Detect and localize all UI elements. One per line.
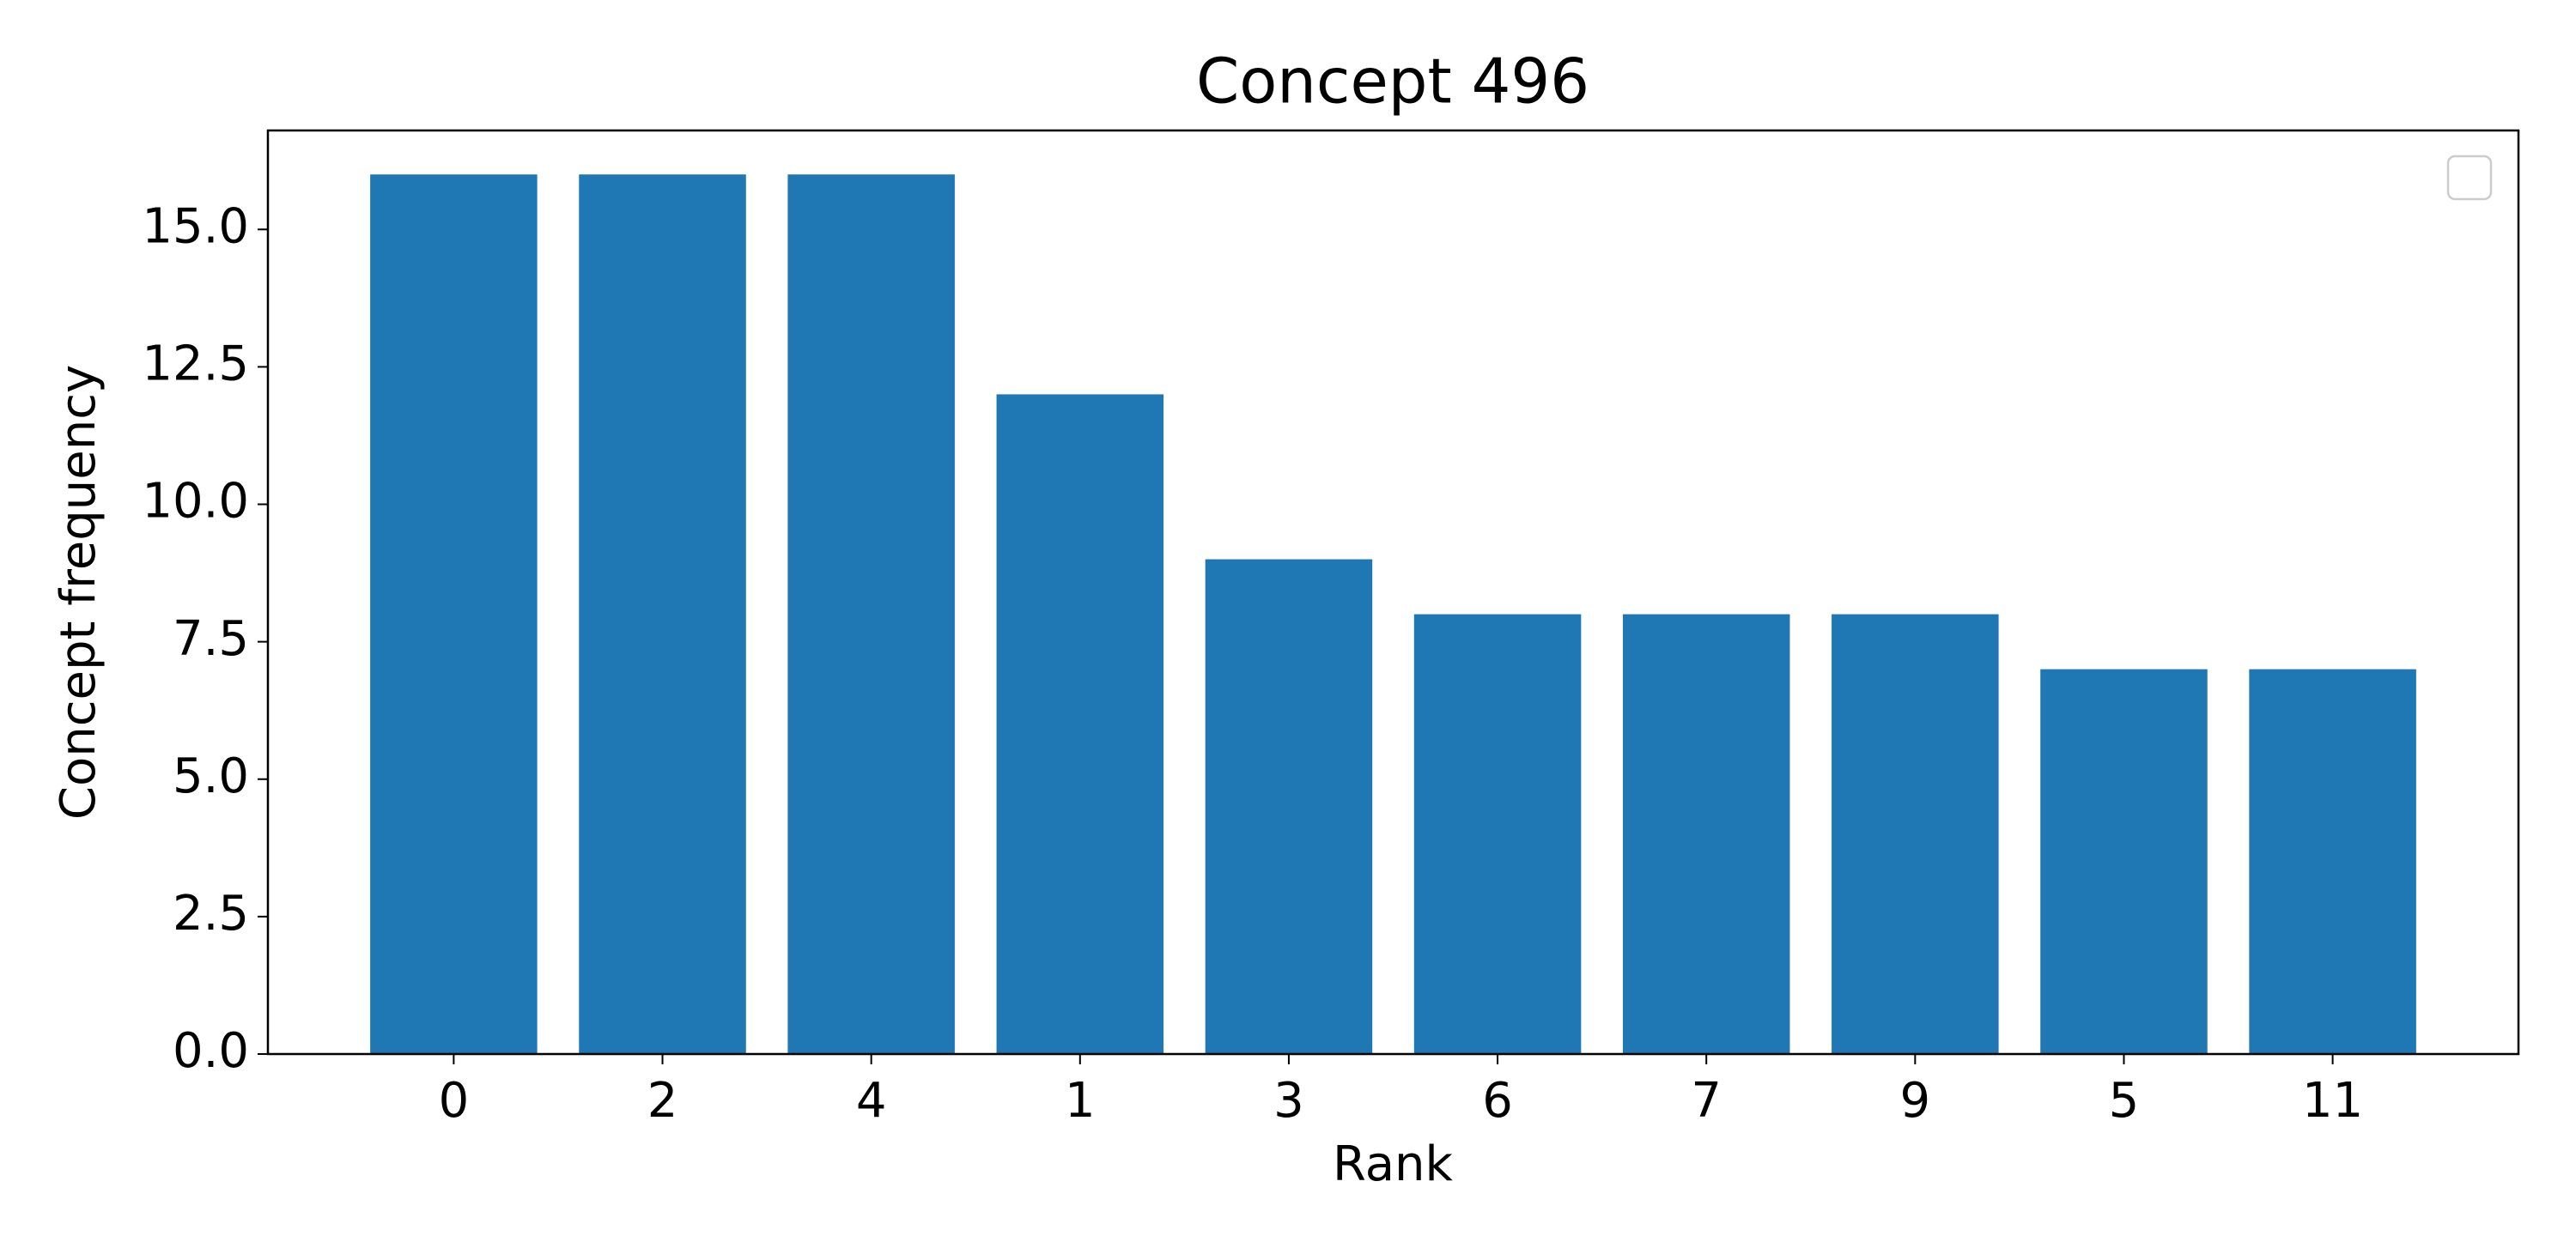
bar [1205,559,1373,1054]
axes-frame [266,129,2520,1056]
bar [2249,669,2416,1054]
bar [1413,614,1582,1054]
bar [996,394,1164,1054]
bar [579,174,746,1055]
y-tick-label: 2.5 [173,886,249,942]
x-tick-label: 3 [1273,1073,1304,1129]
x-tick-label: 1 [1065,1073,1096,1129]
x-tick-label: 7 [1691,1073,1722,1129]
x-tick-label: 4 [856,1073,887,1129]
x-axis-label: Rank [1333,1136,1453,1192]
y-tick-label: 7.5 [173,611,249,667]
y-axis-label: Concept frequency [51,365,106,820]
legend-box [2446,154,2493,201]
y-tick-label: 0.0 [173,1023,249,1079]
y-tick-label: 5.0 [173,748,249,804]
bar [787,174,955,1055]
y-tick-label: 10.0 [142,474,249,530]
chart-title: Concept 496 [1196,45,1589,118]
bar [1622,614,1790,1054]
y-tick-label: 15.0 [142,198,249,254]
y-tick-label: 12.5 [142,336,249,392]
x-tick-label: 6 [1482,1073,1513,1129]
x-tick-label: 5 [2109,1073,2140,1129]
bar [2040,669,2208,1054]
x-tick-label: 11 [2302,1073,2363,1129]
x-tick-label: 2 [647,1073,678,1129]
bar [1832,614,1999,1054]
x-tick-label: 0 [439,1073,470,1129]
x-tick-label: 9 [1900,1073,1931,1129]
bar [370,174,538,1055]
